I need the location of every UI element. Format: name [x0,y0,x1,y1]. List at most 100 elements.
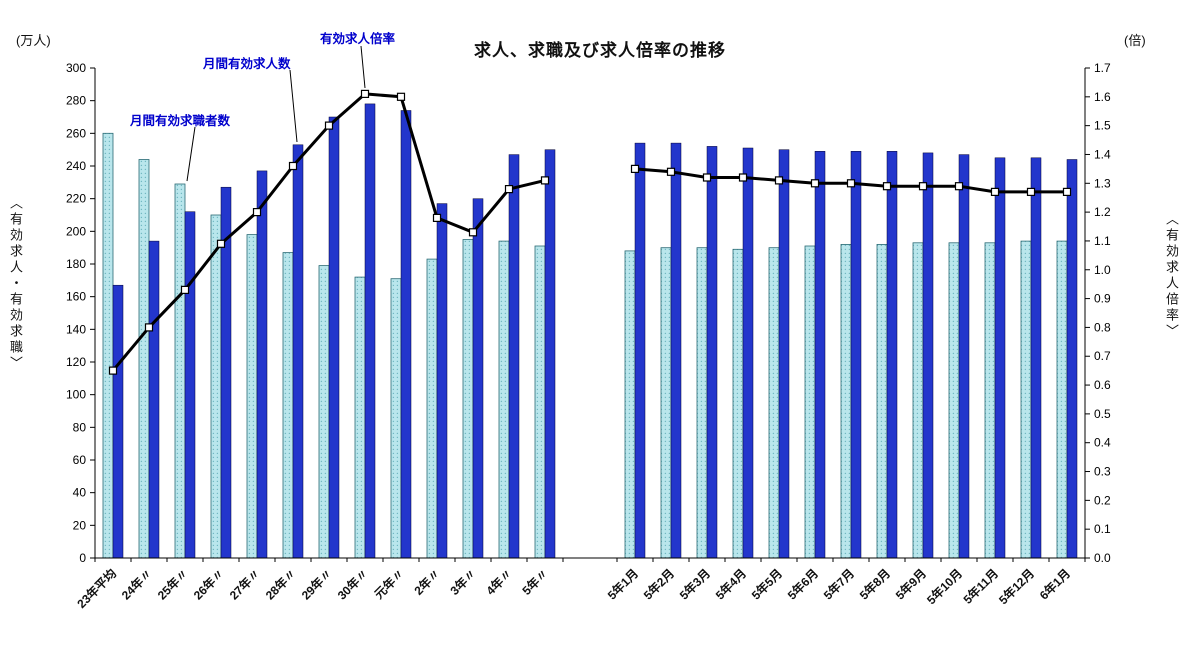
openings-bar [292,144,304,559]
seekers-bar [498,240,510,559]
svg-text:0.2: 0.2 [1094,493,1111,507]
ratio-marker [630,164,640,173]
svg-text:5年1月: 5年1月 [604,566,641,603]
openings-bar [256,170,268,559]
ratio-marker [810,179,820,188]
ratio-marker [252,208,262,217]
openings-bar [472,198,484,559]
svg-text:5年8月: 5年8月 [856,566,893,603]
svg-text:23年平均: 23年平均 [74,566,120,612]
seekers-bar [840,243,852,559]
svg-text:0: 0 [79,551,86,565]
svg-text:300: 300 [66,61,86,75]
svg-text:260: 260 [66,126,86,140]
ratio-line-layer [108,89,1072,375]
svg-text:5年2月: 5年2月 [640,566,677,603]
ratio-marker [774,176,784,185]
ratio-marker [1026,187,1036,196]
svg-text:140: 140 [66,322,86,336]
svg-text:5年11月: 5年11月 [960,566,1001,607]
seekers-bar [102,132,114,559]
seekers-bar [534,245,546,559]
svg-text:3年〃: 3年〃 [447,566,479,598]
openings-bar [112,284,124,559]
seekers-bar [354,276,366,559]
axes-layer: 0 20 40 60 80 100 120 140 160 180 200 220 240 260 280 3… [66,61,1111,565]
svg-text:元年〃: 元年〃 [371,566,407,602]
svg-text:5年4月: 5年4月 [712,566,749,603]
svg-text:0.3: 0.3 [1094,465,1111,479]
svg-text:60: 60 [73,453,87,467]
svg-text:5年5月: 5年5月 [748,566,785,603]
svg-text:1.2: 1.2 [1094,205,1111,219]
svg-text:180: 180 [66,257,86,271]
seekers-bar [732,248,744,559]
ratio-series-annotation: 有効求人倍率 [320,32,396,46]
svg-text:200: 200 [66,224,86,238]
svg-text:5年〃: 5年〃 [519,566,551,598]
svg-text:29年〃: 29年〃 [298,566,335,603]
ratio-marker [540,176,550,185]
seekers-bar [804,245,816,559]
svg-text:5年6月: 5年6月 [784,566,821,603]
seekers-bar [768,247,780,559]
seekers-bar [426,258,438,559]
chart-title: 求人、求職及び求人倍率の推移 [474,41,726,60]
svg-text:5年12月: 5年12月 [995,566,1037,608]
svg-text:100: 100 [66,388,86,402]
seekers-bar [984,242,996,559]
bars-layer [102,103,1078,559]
openings-bar [364,103,376,559]
svg-text:27年〃: 27年〃 [226,566,263,603]
svg-text:24年〃: 24年〃 [118,566,155,603]
seekers-bar [462,239,474,559]
svg-text:160: 160 [66,290,86,304]
svg-text:5年7月: 5年7月 [820,566,857,603]
openings-bar [436,203,448,559]
openings-bar [148,240,160,559]
ratio-marker [396,92,406,101]
ratio-marker [954,182,964,191]
svg-text:4年〃: 4年〃 [483,566,515,598]
ratio-marker [468,228,478,237]
annotation-leader-lines [186,45,366,182]
openings-bar [742,147,754,559]
openings-bar [1030,157,1042,559]
ratio-marker [180,285,190,294]
svg-text:120: 120 [66,355,86,369]
svg-text:1.0: 1.0 [1094,263,1111,277]
svg-text:0.5: 0.5 [1094,407,1111,421]
svg-text:2年〃: 2年〃 [411,566,443,598]
openings-bar [634,142,646,559]
ratio-marker [108,366,118,375]
openings-bar [1066,159,1078,559]
seekers-bar [174,183,186,559]
svg-text:280: 280 [66,94,86,108]
seekers-bar [660,247,672,559]
svg-text:6年1月: 6年1月 [1036,566,1073,603]
openings-series-annotation: 月間有効求人数 [203,57,291,71]
x-axis-labels: 23年平均 24年〃 25年〃 26年〃 27年〃 28年〃 29年〃 30年〃 元年〃 2年〃 3… [74,566,1074,612]
right-axis-title: 〈有効求人倍率〉 [1164,212,1179,340]
svg-text:0.7: 0.7 [1094,349,1111,363]
seekers-bar [876,243,888,559]
svg-text:20: 20 [73,518,87,532]
seekers-series-annotation: 月間有効求職者数 [130,114,231,128]
seekers-bar [696,247,708,559]
openings-bar [508,154,520,559]
openings-bar [778,149,790,559]
svg-text:25年〃: 25年〃 [154,566,191,603]
seekers-bar [282,252,294,559]
svg-text:1.5: 1.5 [1094,119,1111,133]
svg-text:26年〃: 26年〃 [190,566,227,603]
openings-bar [544,149,556,559]
svg-text:1.3: 1.3 [1094,176,1111,190]
openings-bar [706,146,718,559]
openings-bar [400,110,412,559]
openings-bar [670,142,682,559]
ratio-marker [432,213,442,222]
seekers-bar [210,214,222,559]
ratio-marker [738,173,748,182]
svg-text:0.8: 0.8 [1094,320,1111,334]
